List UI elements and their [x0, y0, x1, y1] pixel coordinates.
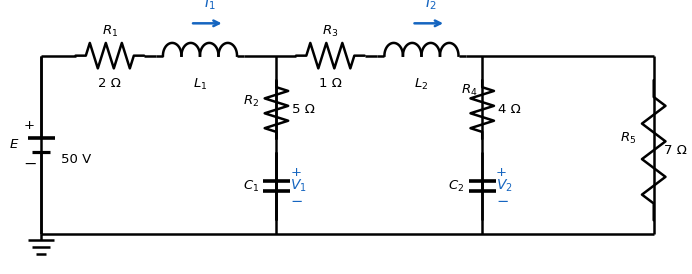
- Text: −: −: [290, 194, 302, 209]
- Text: −: −: [23, 157, 36, 172]
- Text: $I_2$: $I_2$: [426, 0, 437, 12]
- Text: $V_1$: $V_1$: [290, 178, 307, 194]
- Text: $V_2$: $V_2$: [496, 178, 513, 194]
- Text: $R_2$: $R_2$: [243, 94, 259, 109]
- Text: 7 Ω: 7 Ω: [664, 144, 686, 157]
- Text: $E$: $E$: [8, 138, 19, 151]
- Text: $R_1$: $R_1$: [102, 24, 118, 39]
- Text: $C_1$: $C_1$: [242, 178, 259, 193]
- Text: +: +: [496, 166, 507, 179]
- Text: $L_2$: $L_2$: [415, 77, 428, 92]
- Text: $I_1$: $I_1$: [204, 0, 216, 12]
- Text: −: −: [496, 194, 508, 209]
- Text: +: +: [290, 166, 301, 179]
- Text: 2 Ω: 2 Ω: [98, 77, 121, 90]
- Text: 1 Ω: 1 Ω: [319, 77, 342, 90]
- Text: 5 Ω: 5 Ω: [292, 103, 315, 116]
- Text: $R_3$: $R_3$: [322, 24, 338, 39]
- Text: 50 V: 50 V: [61, 153, 91, 166]
- Text: +: +: [24, 119, 35, 132]
- Text: $L_1$: $L_1$: [193, 77, 207, 92]
- Text: $C_2$: $C_2$: [448, 178, 464, 193]
- Text: 4 Ω: 4 Ω: [498, 103, 520, 116]
- Text: $R_4$: $R_4$: [461, 82, 477, 98]
- Text: $R_5$: $R_5$: [620, 131, 636, 146]
